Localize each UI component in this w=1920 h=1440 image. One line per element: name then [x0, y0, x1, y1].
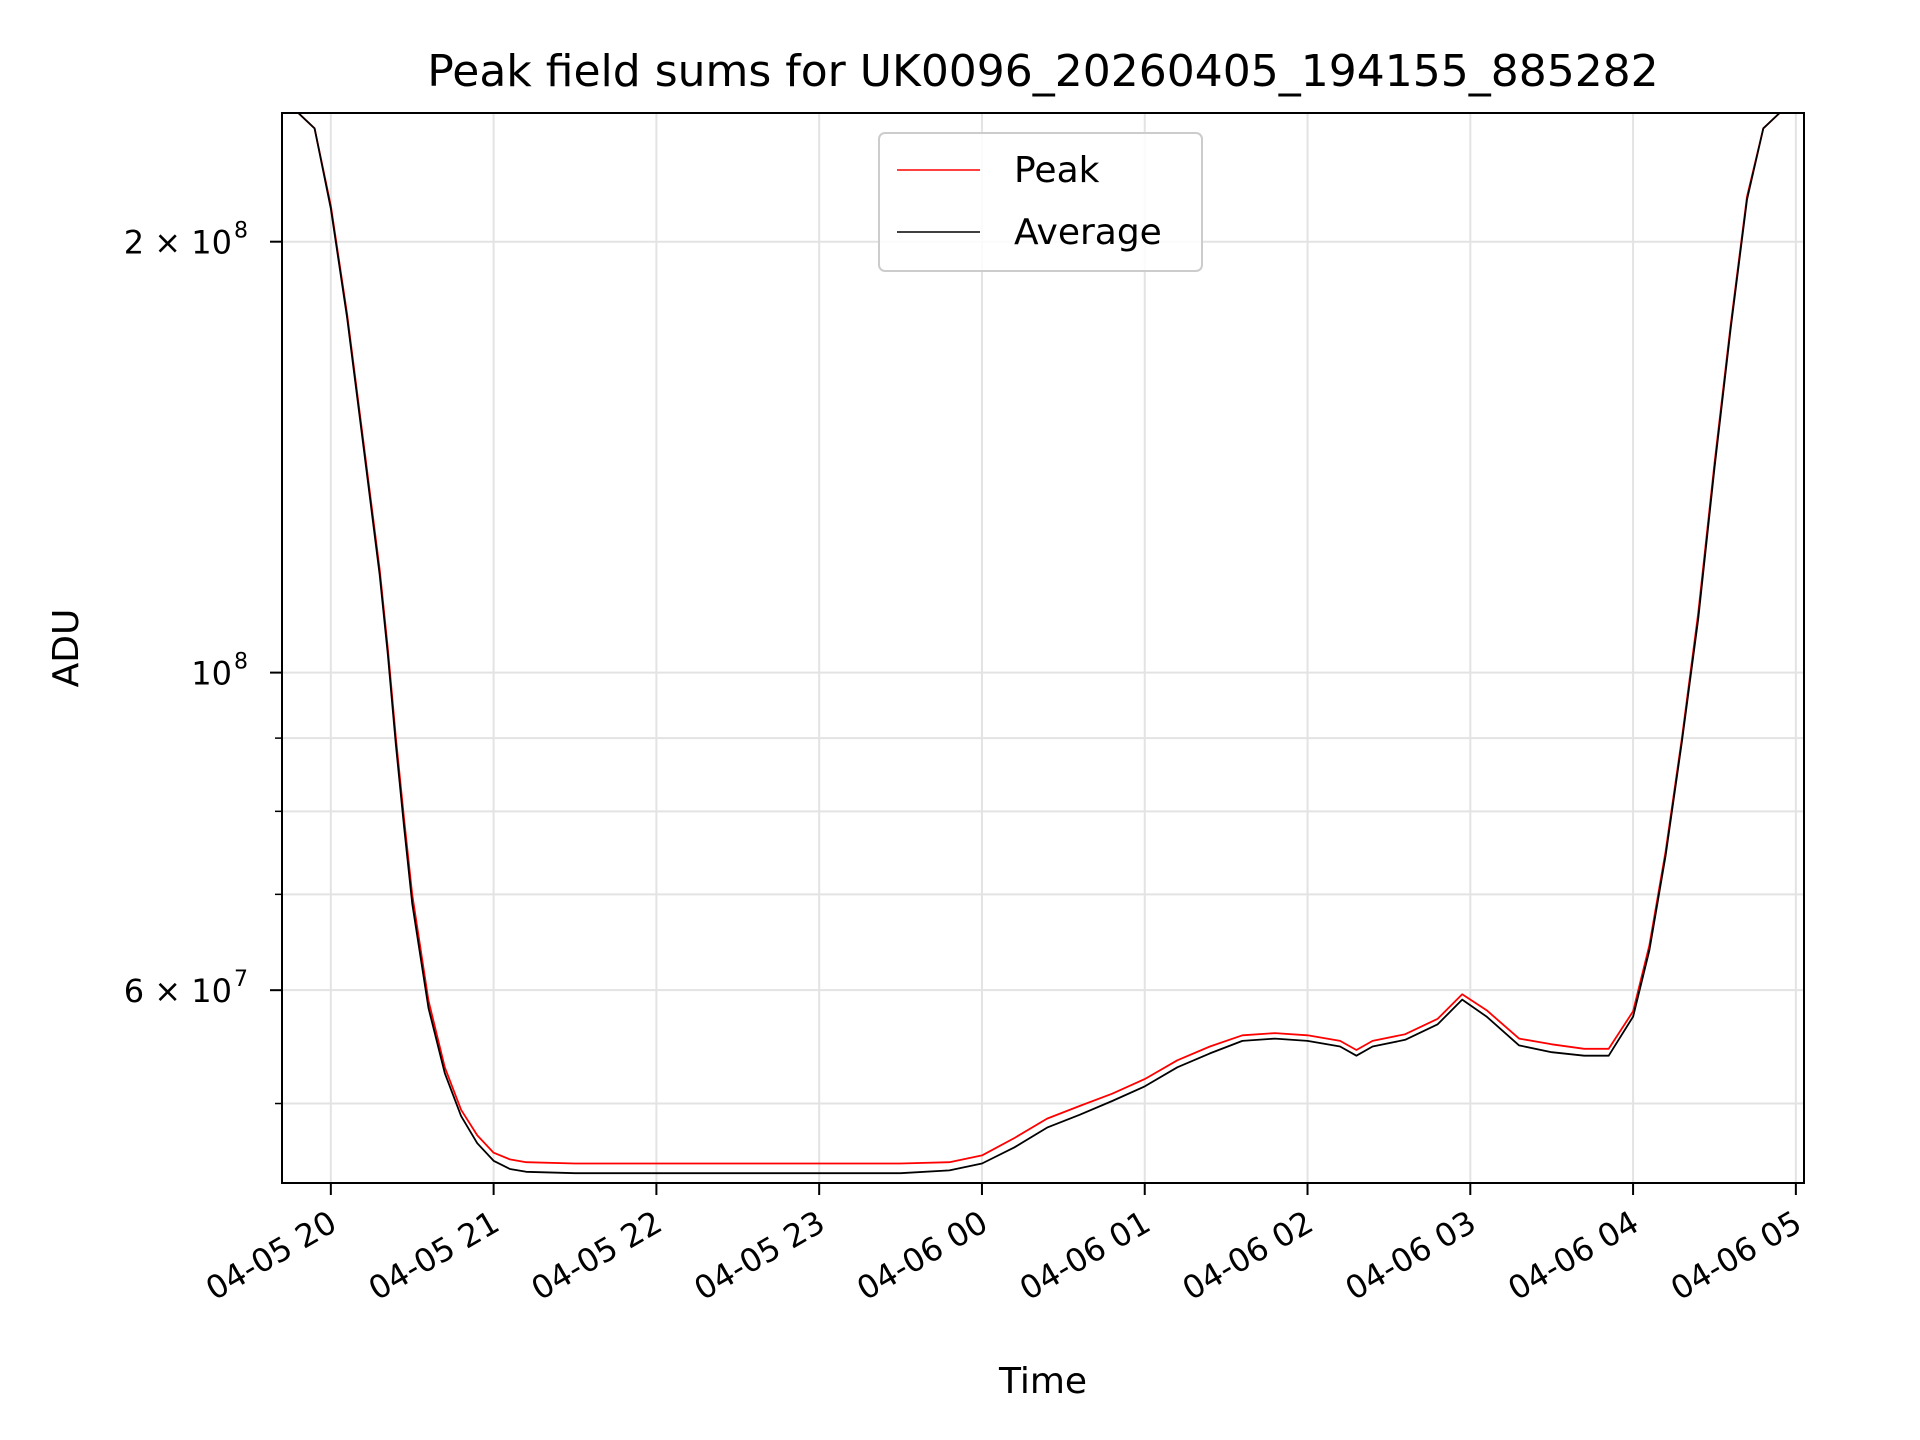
- y-axis: 2 × 10 810 86 × 10 7: [124, 219, 282, 1105]
- legend-label-average: Average: [1014, 212, 1162, 253]
- x-axis-label: Time: [998, 1361, 1087, 1402]
- y-tick-label: 10 8: [191, 650, 248, 693]
- legend-label-peak: Peak: [1014, 150, 1100, 191]
- legend: Peak Average: [878, 132, 1203, 272]
- y-axis-label: ADU: [46, 609, 87, 688]
- legend-box: [878, 132, 1203, 272]
- y-tick-label: 2 × 10 8: [124, 219, 248, 262]
- y-tick-base: 10: [191, 655, 232, 693]
- y-tick-label: 6 × 10 7: [124, 967, 248, 1010]
- y-tick-base: 2 × 10: [124, 224, 232, 262]
- y-tick-base: 6 × 10: [124, 972, 232, 1010]
- plot-frame: [281, 112, 1805, 1184]
- series-layer: [282, 113, 1796, 1175]
- series-line-average: [282, 113, 1796, 1175]
- y-tick-exponent: 7: [234, 967, 248, 992]
- y-tick-exponent: 8: [234, 219, 248, 244]
- y-tick-exponent: 8: [234, 650, 248, 675]
- chart-title: Peak field sums for UK0096_20260405_1941…: [427, 46, 1658, 97]
